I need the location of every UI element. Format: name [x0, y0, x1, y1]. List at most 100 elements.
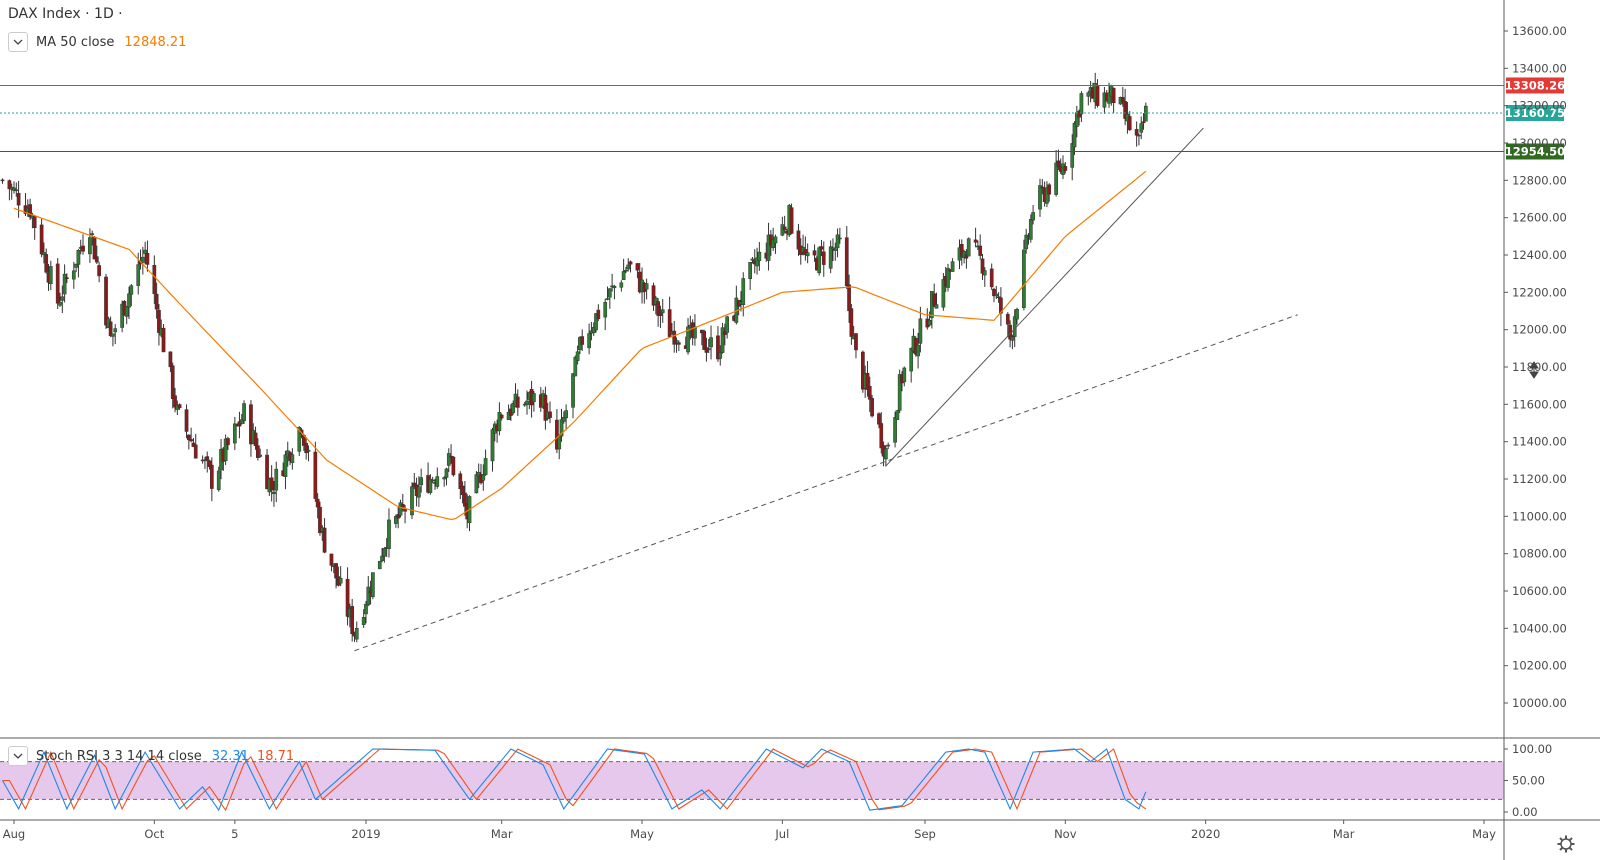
candle-body	[1139, 123, 1144, 133]
candle-body	[71, 270, 76, 280]
candle-body	[173, 395, 177, 408]
candle-body	[410, 486, 414, 516]
candle-body	[65, 277, 69, 279]
dashed-trendline	[354, 314, 1298, 652]
candle-body	[371, 572, 375, 598]
y-tick-label: 10400.00	[1512, 621, 1567, 635]
candle-body	[893, 417, 897, 443]
settings-gear-icon[interactable]	[1556, 834, 1576, 854]
collapse-stoch-button[interactable]	[8, 746, 28, 766]
candle-body	[741, 278, 746, 305]
price-badge-label: 13308.26	[1505, 78, 1565, 92]
x-tick-label: Sep	[914, 827, 936, 841]
candle-body	[932, 293, 937, 307]
candle-body	[253, 432, 258, 447]
candle-body	[812, 250, 817, 256]
candle-body	[463, 492, 467, 507]
candle-body	[771, 239, 776, 249]
candle-body	[396, 514, 401, 519]
candle-body	[1137, 134, 1141, 137]
candle-body	[709, 337, 713, 348]
candle-body	[828, 246, 833, 269]
y-tick-label: 10200.00	[1512, 659, 1567, 673]
candle-body	[849, 308, 854, 337]
candle-body	[838, 237, 842, 240]
candle-body	[1028, 219, 1033, 240]
candle-body	[511, 403, 516, 414]
candle-body	[902, 367, 907, 383]
candle-body	[973, 239, 978, 243]
candle-body	[575, 351, 580, 361]
candle-body	[446, 453, 451, 466]
candle-body	[612, 285, 617, 289]
candle-body	[283, 454, 288, 477]
candle-body	[451, 456, 456, 476]
candle-body	[387, 519, 391, 550]
candle-body	[867, 386, 872, 400]
candle-body	[58, 302, 62, 306]
candle-body	[499, 414, 504, 419]
candle-body	[430, 479, 435, 482]
candle-body	[297, 427, 302, 452]
candle-body	[39, 224, 44, 255]
candle-body	[750, 258, 755, 261]
candle-body	[1095, 85, 1100, 106]
candle-body	[177, 404, 182, 408]
candle-body	[532, 393, 536, 403]
y-tick-label: 11200.00	[1512, 472, 1567, 486]
candle-body	[1070, 143, 1075, 168]
candle-body	[964, 254, 969, 259]
candle-body	[483, 458, 488, 475]
candle-body	[603, 302, 608, 318]
candle-body	[722, 331, 727, 335]
x-tick-label: Nov	[1054, 827, 1077, 841]
stoch-label: Stoch RSI 3 3 14 14 close	[36, 748, 202, 764]
candle-body	[113, 328, 118, 333]
candle-body	[879, 423, 884, 449]
y-tick-label: 10800.00	[1512, 547, 1567, 561]
candle-body	[1123, 101, 1127, 119]
chevron-down-icon	[13, 753, 23, 759]
candle-body	[366, 586, 371, 606]
candle-body	[725, 316, 729, 333]
candle-body	[959, 244, 964, 257]
stoch-tick-label: 50.00	[1512, 774, 1545, 788]
y-tick-label: 12200.00	[1512, 285, 1567, 299]
candle-body	[88, 237, 92, 255]
candle-body	[315, 498, 320, 508]
candle-body	[481, 474, 486, 481]
candle-body	[143, 249, 147, 254]
candle-body	[1056, 160, 1061, 167]
candle-body	[916, 344, 920, 357]
stoch-k-line	[2, 748, 1147, 812]
candle-body	[950, 261, 955, 272]
y-tick-label: 11800.00	[1512, 360, 1567, 374]
candle-body	[1141, 121, 1146, 124]
candle-body	[419, 477, 424, 486]
candle-body	[1040, 186, 1045, 189]
candle-body	[377, 560, 382, 570]
candle-body	[720, 327, 725, 353]
collapse-legend-button[interactable]	[8, 32, 28, 52]
candle-body	[789, 207, 794, 234]
candle-body	[996, 296, 1001, 299]
candle-body	[982, 270, 987, 276]
candle-body	[1072, 122, 1077, 148]
candle-body	[76, 249, 81, 265]
candle-body	[318, 506, 322, 534]
candle-body	[1031, 212, 1035, 221]
candle-body	[97, 265, 101, 277]
candle-body	[354, 628, 359, 640]
candle-body	[934, 304, 939, 309]
candle-body	[124, 306, 129, 317]
stoch-legend: Stoch RSI 3 3 14 14 close 32.31 18.71	[8, 746, 294, 766]
candle-body	[515, 396, 520, 408]
candle-body	[704, 347, 709, 353]
candle-body	[44, 254, 49, 273]
stoch-d-line	[2, 748, 1147, 812]
candle-body	[184, 409, 189, 432]
candle-body	[994, 293, 999, 297]
candle-body	[884, 448, 888, 460]
candle-body	[706, 348, 711, 350]
